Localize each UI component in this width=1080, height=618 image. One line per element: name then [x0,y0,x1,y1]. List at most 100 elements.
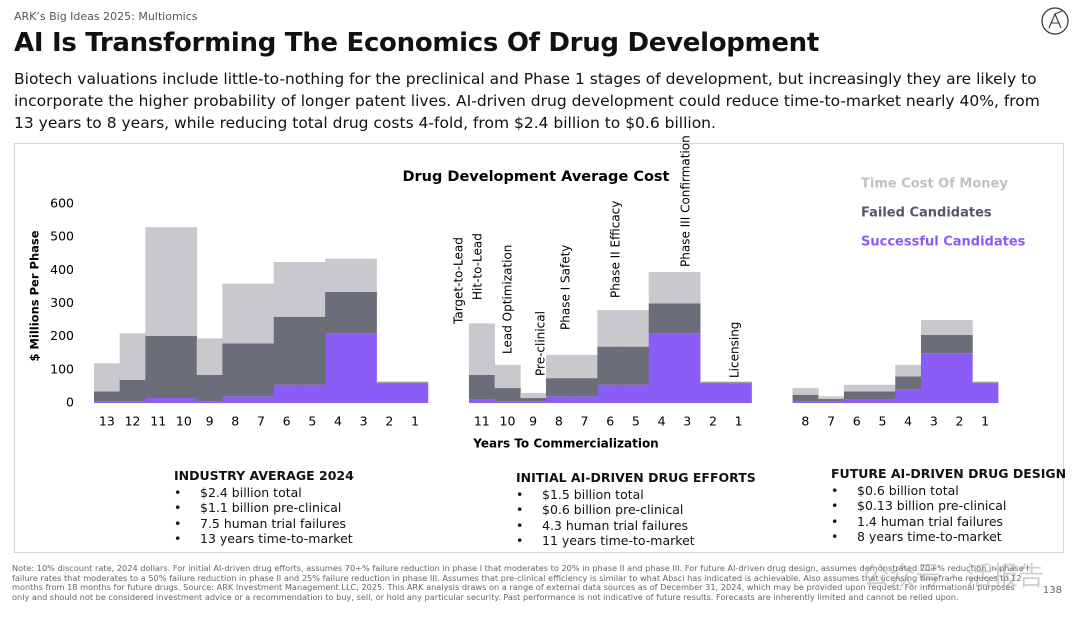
bar-segment [818,399,845,402]
x-tick-label: 7 [581,414,589,429]
summary-item: 7.5 human trial failures [174,516,354,532]
x-tick-label: 9 [529,414,537,429]
phase-annotation: Pre-clinical [534,311,548,376]
bar-segment [571,396,598,403]
bar-segment [700,383,727,403]
bar-segment [222,343,249,397]
bar-segment [248,396,275,403]
summary-item: 13 years time-to-market [174,531,354,547]
summary: FUTURE AI-DRIVEN DRUG DESIGN $0.6 billion… [831,466,1066,545]
bar-segment [273,384,300,403]
bar-segment [972,381,999,383]
bar-segment [674,271,701,304]
bar-segment [700,382,727,384]
x-tick-label: 8 [555,414,563,429]
chart-title: Drug Development Average Cost [402,169,669,185]
bar-segment [571,354,598,379]
x-tick-label: 8 [231,414,239,429]
x-tick-label: 2 [385,414,393,429]
bar-segment [299,316,326,385]
x-tick-label: 2 [709,414,717,429]
y-axis-label: $ Millions Per Phase [28,230,42,361]
bar-segment [623,310,650,347]
bar-segment [946,320,973,336]
bar-segment [700,381,727,383]
bar-segment [597,384,624,403]
bar-segment [248,343,275,397]
bar-segment [376,383,403,403]
summary: INITIAL AI-DRIVEN DRUG EFFORTS $1.5 billi… [516,470,756,549]
bar-segment [468,323,496,375]
bar-segment [171,398,198,403]
bar-segment [520,393,547,399]
bar-segment [972,382,999,384]
legend-entry: Failed Candidates [861,206,992,221]
bar-segment [946,335,973,354]
bar-segment [325,333,352,403]
bar-segment [792,401,819,403]
x-axis-label: Years To Commercialization [472,437,658,451]
x-tick-label: 3 [683,414,691,429]
x-tick-label: 11 [150,414,166,429]
chart-panel [14,143,1064,553]
summary-item: $0.6 billion total [831,483,1066,499]
x-tick-label: 6 [606,414,614,429]
bar-segment [350,258,377,292]
bar-segment [273,316,300,385]
bar-segment [818,396,845,400]
bar-segment [248,283,275,344]
x-tick-label: 2 [956,414,964,429]
phase-annotation: Licensing [728,322,742,378]
bar-segment [623,384,650,403]
summary-item: 8 years time-to-market [831,529,1066,545]
bar-segment [920,335,948,354]
bar-segment [895,364,922,377]
bar-segment [725,383,752,403]
x-tick-label: 6 [853,414,861,429]
x-tick-label: 1 [411,414,419,429]
bar-segment [520,398,547,402]
logo [1041,7,1069,35]
summary-list: $2.4 billion total$1.1 billion pre-clini… [174,485,354,547]
bar-segment [119,333,146,380]
bar-segment [145,398,172,403]
bar-segment [597,346,624,385]
bar-segment [494,401,521,403]
y-tick-label: 100 [50,361,74,376]
bar-segment [196,374,223,402]
y-tick-label: 400 [50,262,74,277]
x-tick-label: 1 [981,414,989,429]
summary-title: INDUSTRY AVERAGE 2024 [174,468,354,483]
summary-item: $0.13 billion pre-clinical [831,498,1066,514]
bar-segment [468,399,496,403]
bar-segment [869,384,896,392]
legend-entry: Time Cost Of Money [861,177,1008,192]
bar-segment [725,381,752,383]
bar-segment [222,396,249,403]
bar-segment [273,262,300,317]
bar-segment [972,383,999,403]
bar-segment [350,291,377,334]
y-tick-label: 500 [50,229,74,244]
bar-segment [94,363,121,392]
y-tick-label: 600 [50,196,74,211]
bar-segment [145,227,172,337]
bar-segment [196,401,223,403]
x-tick-label: 5 [308,414,316,429]
summary: INDUSTRY AVERAGE 2024 $2.4 billion total$… [174,468,354,547]
phase-annotation: Lead Optimization [501,245,515,354]
bar-segment [171,227,198,337]
x-tick-label: 1 [735,414,743,429]
bar-segment [648,303,675,334]
summary-list: $0.6 billion total$0.13 billion pre-clin… [831,483,1066,545]
bar-segment [325,258,352,292]
bar-segment [920,353,948,403]
bar-segment [376,382,403,384]
phase-annotation: Phase III Confirmation [679,135,693,267]
bar-segment [145,336,172,399]
summary-list: $1.5 billion total$0.6 billion pre-clini… [516,487,756,549]
bar-segment [494,388,521,402]
bar-segment [571,378,598,397]
bar-segment [648,333,675,403]
